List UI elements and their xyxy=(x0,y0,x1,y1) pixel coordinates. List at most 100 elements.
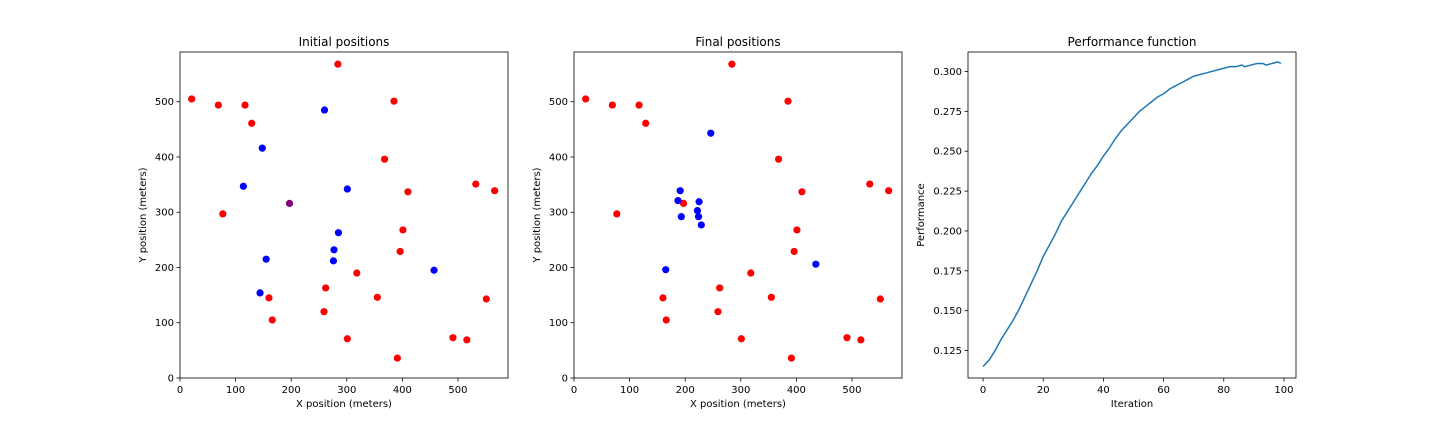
y-tick-label: 200 xyxy=(549,263,568,274)
axes-frame xyxy=(967,51,1297,379)
axes-frame xyxy=(573,51,903,379)
scatter-point xyxy=(214,101,222,109)
y-axis-label: Performance xyxy=(916,183,927,246)
x-tick-label: 20 xyxy=(1037,385,1050,396)
y-tick-label: 100 xyxy=(155,318,174,329)
scatter-point xyxy=(322,284,330,292)
scatter-point xyxy=(677,213,685,221)
scatter-point xyxy=(790,247,798,256)
x-tick-label: 400 xyxy=(787,385,806,396)
x-tick-label: 500 xyxy=(448,385,467,396)
scatter-point xyxy=(774,155,783,163)
scatter-point xyxy=(582,95,590,103)
scatter-point xyxy=(707,129,715,137)
y-tick-label: 200 xyxy=(155,263,174,274)
scatter-point xyxy=(662,316,670,324)
y-tick-label: 100 xyxy=(549,318,568,329)
y-tick-label: 0.300 xyxy=(933,67,962,78)
scatter-point xyxy=(793,226,801,234)
scatter-point xyxy=(265,294,273,302)
y-tick-label: 300 xyxy=(155,208,174,219)
y-tick-label: 0.250 xyxy=(933,147,962,158)
chart-title: Initial positions xyxy=(299,35,390,49)
scatter-point xyxy=(843,334,851,342)
scatter-point xyxy=(241,101,249,109)
scatter-point xyxy=(885,187,893,195)
scatter-point xyxy=(239,182,247,190)
y-tick-label: 500 xyxy=(155,97,174,108)
x-axis-label: X position (meters) xyxy=(690,399,786,410)
scatter-point xyxy=(404,188,412,196)
y-tick-label: 0.150 xyxy=(933,306,962,317)
scatter-point xyxy=(334,60,342,68)
x-tick-label: 100 xyxy=(226,385,245,396)
y-tick-label: 0.200 xyxy=(933,226,962,237)
scatter-point xyxy=(430,266,438,274)
y-tick-label: 0.175 xyxy=(933,266,962,277)
scatter-point xyxy=(463,336,471,344)
scatter-point xyxy=(876,295,884,303)
x-tick-label: 0 xyxy=(571,385,577,396)
scatter-point xyxy=(219,210,227,218)
scatter-point xyxy=(714,308,722,316)
scatter-point xyxy=(608,101,616,109)
scatter-point xyxy=(449,334,457,342)
scatter-point xyxy=(798,188,806,196)
x-tick-label: 400 xyxy=(393,385,412,396)
scatter-point xyxy=(353,269,361,277)
scatter-point xyxy=(812,260,820,268)
scatter-point xyxy=(693,206,702,215)
x-tick-label: 40 xyxy=(1097,385,1110,396)
scatter-point xyxy=(343,335,351,343)
scatter-point xyxy=(737,335,745,343)
x-tick-label: 60 xyxy=(1157,385,1170,396)
y-tick-label: 300 xyxy=(549,208,568,219)
scatter-point xyxy=(330,246,338,254)
y-tick-label: 400 xyxy=(155,152,174,163)
scatter-point xyxy=(662,266,670,274)
y-tick-label: 0.125 xyxy=(933,346,962,357)
scatter-point xyxy=(472,180,480,188)
x-axis-label: Iteration xyxy=(1111,399,1153,410)
scatter-point xyxy=(258,144,266,152)
scatter-point xyxy=(728,60,736,68)
scatter-point xyxy=(866,180,874,188)
scatter-point xyxy=(320,308,328,316)
scatter-point xyxy=(767,293,775,301)
y-tick-label: 0 xyxy=(168,374,174,385)
x-tick-label: 0 xyxy=(980,385,986,396)
series-line xyxy=(982,61,1282,368)
x-tick-label: 300 xyxy=(337,385,356,396)
scatter-point xyxy=(393,354,401,362)
chart-title: Performance function xyxy=(1068,35,1197,49)
scatter-point xyxy=(784,97,792,105)
scatter-point xyxy=(262,255,270,263)
scatter-point xyxy=(787,354,795,362)
scatter-point xyxy=(747,269,755,277)
x-tick-label: 100 xyxy=(1274,385,1293,396)
scatter-point xyxy=(857,336,865,344)
y-tick-label: 500 xyxy=(549,97,568,108)
y-tick-label: 0.225 xyxy=(933,187,962,198)
scatter-point xyxy=(334,229,343,237)
x-axis-label: X position (meters) xyxy=(296,399,392,410)
scatter-point xyxy=(256,289,264,297)
scatter-point xyxy=(248,119,256,127)
x-tick-label: 80 xyxy=(1217,385,1230,396)
scatter-point xyxy=(697,221,705,229)
x-tick-label: 200 xyxy=(282,385,301,396)
x-tick-label: 200 xyxy=(676,385,695,396)
x-tick-label: 0 xyxy=(177,385,183,396)
scatter-point xyxy=(694,213,703,221)
scatter-point xyxy=(659,294,667,302)
y-axis-label: Y position (meters) xyxy=(532,167,543,263)
scatter-point xyxy=(285,199,294,207)
scatter-point xyxy=(695,198,703,206)
chart-title: Final positions xyxy=(695,35,780,49)
scatter-point xyxy=(674,197,682,205)
scatter-point xyxy=(613,210,621,218)
y-tick-label: 0 xyxy=(562,374,568,385)
scatter-point xyxy=(373,293,381,301)
scatter-point xyxy=(320,106,329,114)
